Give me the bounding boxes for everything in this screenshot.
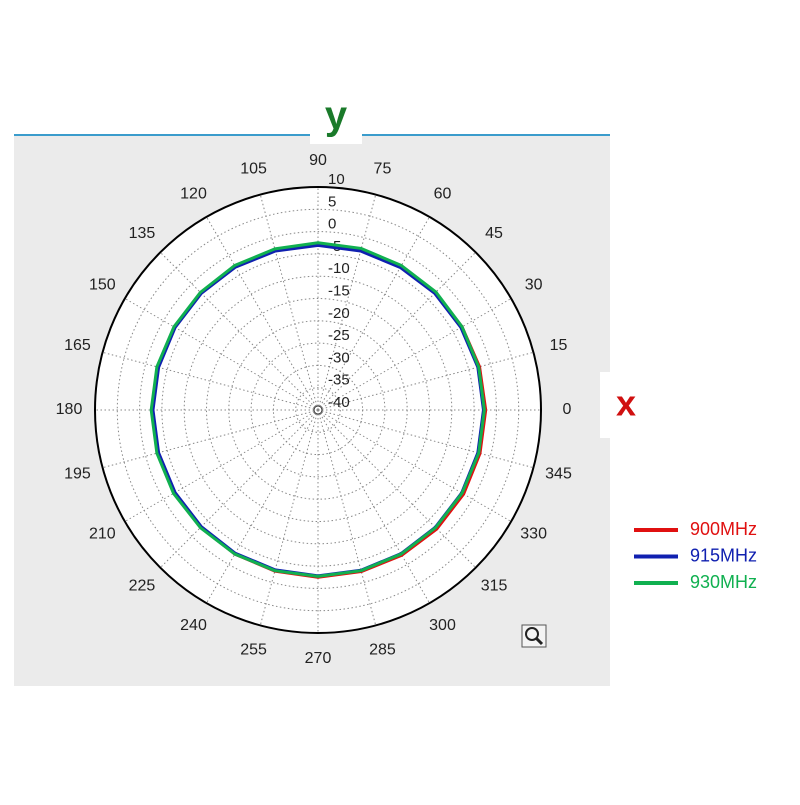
legend-label: 915MHz — [690, 545, 757, 565]
y-label-box — [310, 92, 362, 144]
angle-tick-label: 120 — [180, 186, 207, 203]
angle-tick-label: 75 — [374, 161, 392, 178]
radial-tick-label: 0 — [328, 216, 336, 233]
grid-spoke — [159, 409, 319, 569]
angle-tick-label: 45 — [485, 225, 503, 242]
grid-ring — [139, 231, 497, 589]
polar-plot: 0153045607590105120135150165180195210225… — [56, 152, 572, 667]
grid-ring — [250, 342, 386, 478]
x-label-box — [600, 372, 652, 438]
grid-spoke — [317, 298, 512, 411]
center-marker — [313, 405, 323, 415]
angle-tick-label: 30 — [525, 277, 543, 294]
grid-spoke — [124, 409, 319, 522]
radial-tick-label: -30 — [328, 349, 350, 366]
grid-spoke — [317, 251, 477, 411]
radial-tick-label: 5 — [328, 193, 336, 210]
angle-tick-label: 105 — [240, 161, 267, 178]
radial-tick-label: -15 — [328, 282, 350, 299]
angle-tick-label: 330 — [520, 526, 547, 543]
grid-spoke — [102, 351, 319, 411]
angle-tick-label: 285 — [369, 642, 396, 659]
radial-tick-label: -40 — [328, 394, 350, 411]
grid-spoke — [159, 251, 319, 411]
angle-tick-label: 270 — [305, 650, 332, 667]
zoom-handle — [534, 636, 544, 646]
radial-tick-label: -10 — [328, 260, 350, 277]
grid-spoke — [317, 409, 430, 604]
angle-tick-label: 15 — [550, 337, 568, 354]
grid-spoke — [317, 409, 377, 626]
angle-tick-label: 300 — [429, 617, 456, 634]
angle-tick-label: 345 — [545, 466, 572, 483]
angle-tick-label: 255 — [240, 642, 267, 659]
angle-tick-label: 90 — [309, 152, 327, 169]
grid-spoke — [102, 409, 319, 469]
radial-tick-label: -20 — [328, 305, 350, 322]
angle-tick-label: 315 — [481, 577, 508, 594]
grid-spoke — [317, 409, 534, 469]
angle-tick-label: 165 — [64, 337, 91, 354]
y-axis-label: y — [325, 94, 348, 138]
legend-label: 900MHz — [690, 519, 757, 539]
grid-spoke — [317, 409, 512, 522]
x-axis-label: x — [616, 383, 636, 424]
legend-label: 930MHz — [690, 572, 757, 592]
grid-spoke — [124, 298, 319, 411]
angle-tick-label: 150 — [89, 277, 116, 294]
grid-ring — [183, 275, 453, 545]
grid-ring — [295, 387, 341, 433]
polar-outer-ring — [94, 186, 542, 634]
grid-ring — [206, 298, 430, 522]
grid-spoke — [317, 351, 534, 411]
grid-spoke — [317, 216, 430, 411]
angle-tick-label: 135 — [129, 225, 156, 242]
radial-tick-label: -25 — [328, 327, 350, 344]
angle-tick-label: 0 — [563, 401, 572, 418]
grid-spoke — [259, 409, 319, 626]
grid-spoke — [317, 194, 377, 411]
grid-spoke — [259, 194, 319, 411]
zoom-lens — [525, 627, 539, 641]
angle-tick-label: 195 — [64, 466, 91, 483]
angle-tick-label: 180 — [56, 401, 83, 418]
angle-tick-label: 210 — [89, 526, 116, 543]
grid-spoke — [317, 409, 477, 569]
angle-tick-label: 225 — [129, 577, 156, 594]
angle-tick-label: 240 — [180, 617, 207, 634]
grid-spoke — [206, 409, 319, 604]
zoom-icon[interactable] — [521, 624, 547, 648]
grid-spoke — [206, 216, 319, 411]
radial-tick-label: 10 — [328, 171, 345, 188]
legend: 900MHz 915MHz 930MHz — [634, 519, 757, 592]
radial-tick-label: -35 — [328, 372, 350, 389]
angle-tick-label: 60 — [434, 186, 452, 203]
series-line — [149, 241, 486, 578]
